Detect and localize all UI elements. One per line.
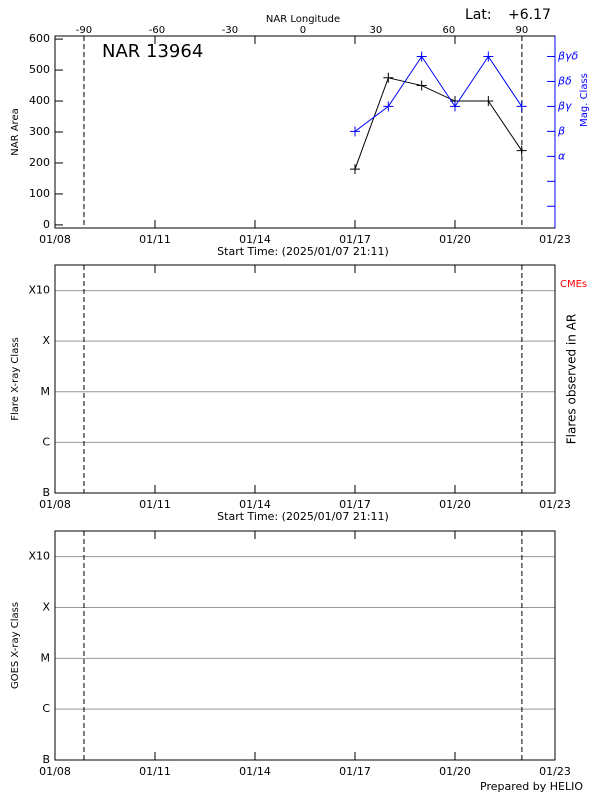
y-tick-label: 0 xyxy=(43,218,50,231)
plot-frame xyxy=(54,264,556,494)
x-tick-label: 01/17 xyxy=(339,765,371,778)
x-axis-label: Start Time: (2025/01/07 21:11) xyxy=(217,510,389,523)
top-tick-label: 0 xyxy=(300,25,306,36)
y-tick-label: 200 xyxy=(29,156,50,169)
x-tick-label: 01/23 xyxy=(539,498,571,511)
top-tick-label: -90 xyxy=(76,25,92,36)
x-tick-label: 01/08 xyxy=(39,765,71,778)
y-tick-label: M xyxy=(41,385,51,398)
y-tick-label: M xyxy=(41,651,51,664)
point-marker xyxy=(350,126,360,137)
y2-tick-label: βδ xyxy=(557,74,572,87)
point-marker xyxy=(516,101,527,112)
x-tick-label: 01/17 xyxy=(339,233,371,246)
series-line xyxy=(354,55,523,132)
lat-label: Lat: xyxy=(465,7,492,23)
y-axis-label: NAR Area xyxy=(10,108,21,155)
y-tick-label: 500 xyxy=(29,63,50,76)
y-tick-label: X xyxy=(42,601,50,614)
point-marker xyxy=(450,101,460,112)
x-tick-label: 01/14 xyxy=(239,765,271,778)
top-tick-label: -60 xyxy=(149,25,165,36)
top-tick-label: -30 xyxy=(222,25,238,36)
point-marker xyxy=(416,80,427,91)
point-marker xyxy=(350,164,360,175)
series-line xyxy=(354,77,523,170)
y-tick-label: X xyxy=(42,334,50,347)
point-marker xyxy=(416,51,427,62)
y-tick-label: B xyxy=(42,753,50,766)
cme-label: CMEs xyxy=(560,279,587,290)
x-tick-label: 01/14 xyxy=(239,233,271,246)
y-tick-label: X10 xyxy=(28,284,50,297)
y-tick-label: 100 xyxy=(29,187,50,200)
panel-title: NAR 13964 xyxy=(102,41,203,62)
top-tick-label: 90 xyxy=(516,25,529,36)
point-marker xyxy=(483,96,494,107)
footer: Prepared by HELIO xyxy=(480,780,583,793)
y-tick-label: 600 xyxy=(29,32,50,45)
y2-tick-label: βγδ xyxy=(557,49,579,62)
x-tick-label: 01/11 xyxy=(139,765,171,778)
y2-tick-label: β xyxy=(557,124,565,137)
x-tick-label: 01/20 xyxy=(439,498,471,511)
y2-axis-label: Mag. Class xyxy=(579,73,590,127)
y-axis-label: Flare X-ray Class xyxy=(10,337,21,421)
plot-frame xyxy=(54,35,556,229)
x-axis-label: Start Time: (2025/01/07 21:11) xyxy=(217,245,389,258)
x-tick-label: 01/17 xyxy=(339,498,371,511)
top-tick-label: 30 xyxy=(370,25,383,36)
plot-frame xyxy=(54,530,556,761)
x-tick-label: 01/23 xyxy=(539,765,571,778)
point-marker xyxy=(516,145,527,156)
x-tick-label: 01/14 xyxy=(239,498,271,511)
y-tick-label: B xyxy=(42,486,50,499)
top-tick-label: 60 xyxy=(443,25,456,36)
y-tick-label: C xyxy=(42,435,50,448)
x-tick-label: 01/11 xyxy=(139,498,171,511)
y-tick-label: X10 xyxy=(28,550,50,563)
y-tick-label: 300 xyxy=(29,125,50,138)
point-marker xyxy=(383,101,394,112)
x-tick-label: 01/20 xyxy=(439,765,471,778)
point-marker xyxy=(383,72,394,83)
x-tick-label: 01/08 xyxy=(39,498,71,511)
x-tick-label: 01/08 xyxy=(39,233,71,246)
x-tick-label: 01/20 xyxy=(439,233,471,246)
lat-value: +6.17 xyxy=(508,7,551,23)
y-axis-label: GOES X-ray Class xyxy=(10,602,21,689)
y2-tick-label: βγ xyxy=(557,99,572,112)
y-tick-label: C xyxy=(42,702,50,715)
x-tick-label: 01/11 xyxy=(139,233,171,246)
y2-axis-label: Flares observed in AR xyxy=(565,314,579,444)
y2-tick-label: α xyxy=(558,149,566,162)
y-tick-label: 400 xyxy=(29,94,50,107)
x-tick-label: 01/23 xyxy=(539,233,571,246)
point-marker xyxy=(483,51,494,62)
top-axis-label: NAR Longitude xyxy=(266,14,340,25)
